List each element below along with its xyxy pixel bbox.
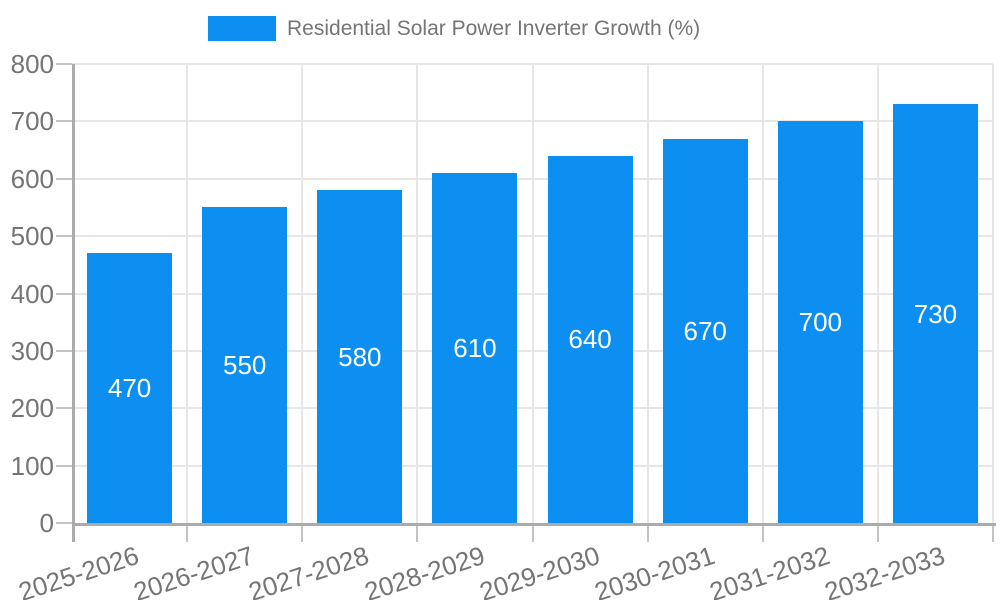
bar-value-label: 640	[568, 324, 612, 355]
x-axis-category-label: 2027-2028	[245, 540, 373, 600]
y-axis-tick-label: 600	[10, 163, 54, 194]
bar-value-label: 730	[913, 298, 958, 329]
y-axis-tick	[56, 407, 72, 410]
y-axis-tick-label: 0	[39, 508, 54, 538]
x-axis-tick	[646, 523, 649, 542]
x-axis-tick	[992, 523, 994, 542]
gridline-vertical	[992, 64, 994, 523]
gridline-vertical	[876, 64, 879, 523]
y-axis-tick-label: 800	[10, 49, 54, 79]
x-axis-category-label: 2026-2027	[130, 540, 258, 600]
x-axis-category-label: 2030-2031	[590, 540, 719, 600]
legend-swatch	[208, 16, 276, 41]
bar-2031-2032[interactable]	[777, 121, 863, 523]
y-axis-tick	[56, 522, 72, 524]
gridline-vertical	[761, 64, 764, 523]
y-axis-line	[72, 64, 75, 542]
y-axis-tick	[56, 63, 72, 65]
gridline-vertical	[186, 64, 189, 523]
legend-label: Residential Solar Power Inverter Growth …	[287, 16, 701, 40]
gridline-vertical	[416, 64, 419, 523]
chart-legend[interactable]: Residential Solar Power Inverter Growth …	[208, 16, 700, 41]
bar-value-label: 470	[107, 373, 152, 404]
x-axis-tick	[876, 523, 879, 542]
bar-value-label: 670	[683, 315, 727, 346]
x-axis-line	[72, 523, 996, 526]
y-axis-tick	[56, 177, 72, 180]
gridline-vertical	[646, 64, 649, 523]
y-axis-tick-label: 400	[10, 278, 54, 309]
y-axis-tick	[56, 349, 72, 352]
x-axis-tick	[186, 523, 189, 542]
bar-value-label: 700	[798, 307, 842, 338]
x-axis-category-label: 2025-2026	[14, 540, 143, 600]
x-axis-category-label: 2028-2029	[360, 540, 488, 600]
bar-value-label: 610	[453, 333, 497, 363]
x-axis-tick	[416, 523, 419, 542]
bar-2025-2026[interactable]	[87, 253, 173, 523]
gridline-vertical	[531, 64, 534, 523]
x-axis-category-label: 2031-2032	[705, 540, 834, 600]
y-axis-tick	[56, 292, 72, 295]
bar-2032-2033[interactable]	[892, 104, 978, 523]
bar-value-label: 550	[222, 350, 267, 381]
y-axis-tick-label: 700	[10, 106, 54, 137]
bar-value-label: 580	[338, 341, 382, 372]
x-axis-tick	[761, 523, 764, 542]
y-axis-tick-label: 300	[10, 335, 54, 366]
bar-2027-2028[interactable]	[317, 190, 403, 523]
x-axis-category-label: 2032-2033	[820, 540, 949, 600]
bar-2030-2031[interactable]	[662, 138, 748, 523]
y-axis-tick	[56, 120, 72, 123]
x-axis-tick	[301, 523, 304, 542]
y-axis-tick-label: 200	[10, 393, 54, 424]
y-axis-tick-label: 100	[10, 450, 54, 481]
gridline-vertical	[301, 64, 304, 523]
bar-2029-2030[interactable]	[547, 155, 633, 523]
y-axis-tick-label: 500	[10, 221, 54, 252]
bar-2026-2027[interactable]	[202, 207, 288, 523]
bar-2028-2029[interactable]	[432, 173, 518, 523]
x-axis-category-label: 2029-2030	[475, 540, 604, 600]
y-axis-tick	[56, 464, 72, 467]
x-axis-tick	[531, 523, 534, 542]
y-axis-tick	[56, 235, 72, 238]
